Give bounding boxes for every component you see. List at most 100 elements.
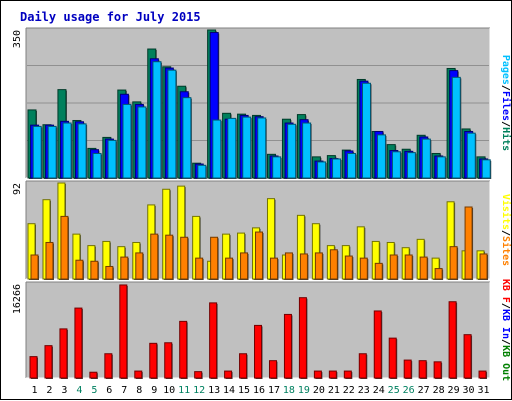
bar-sites-day-5-body: [90, 260, 99, 280]
bar-pages-day-12: [197, 164, 207, 179]
bar-pages-day-21: [332, 158, 342, 179]
bar-pages-day-23-body: [361, 82, 371, 179]
x-tick-label-day-31: 31: [477, 385, 489, 396]
bar-pages-day-11-body: [182, 97, 192, 179]
bar-sites-day-21-body: [329, 249, 338, 280]
bar-kb-day-28: [433, 361, 443, 379]
panel-kb-legend-entry-1: /: [500, 303, 511, 309]
bar-sites-day-10: [165, 234, 174, 280]
bar-sites-day-12: [195, 257, 204, 280]
bar-sites-day-3-body: [60, 215, 69, 280]
bar-pages-day-4-body: [77, 123, 87, 179]
bar-pages-day-29: [451, 76, 462, 179]
bar-kb-day-13: [209, 302, 218, 379]
bar-pages-day-6: [107, 139, 118, 179]
bar-kb-day-19: [298, 297, 308, 379]
bar-pages-day-4: [77, 123, 88, 179]
panel-visits-legend: Visits/Sites: [500, 194, 512, 266]
bar-kb-day-31-body: [478, 370, 487, 379]
bar-kb-day-30-body: [463, 334, 472, 379]
x-tick-label-day-12: 12: [193, 385, 205, 396]
x-tick-label-day-15: 15: [238, 385, 250, 396]
bar-pages-day-2-body: [47, 125, 57, 179]
x-tick-label-day-1: 1: [31, 385, 37, 396]
bar-kb-day-9-body: [149, 342, 158, 379]
bar-sites-day-2-body: [45, 241, 54, 280]
bar-pages-day-9: [152, 61, 162, 179]
bar-sites-day-3: [60, 215, 69, 280]
x-tick-label-day-4: 4: [76, 385, 82, 396]
bar-sites-day-27: [419, 256, 429, 280]
bar-kb-day-17-body: [268, 360, 277, 379]
x-tick-label-day-13: 13: [208, 385, 220, 396]
bar-sites-day-31: [479, 253, 489, 280]
bar-sites-day-20-body: [314, 252, 323, 280]
bar-pages-day-13-body: [212, 119, 222, 179]
bar-kb-day-8: [134, 370, 143, 379]
bar-sites-day-19-body: [299, 253, 308, 280]
bar-pages-day-12-body: [197, 164, 207, 179]
bar-pages-day-26: [406, 152, 417, 179]
chart-title: Daily usage for July 2015: [20, 10, 201, 24]
bar-pages-day-22-body: [347, 152, 357, 179]
bar-pages-day-26-body: [406, 152, 416, 179]
bar-kb-day-23: [358, 353, 368, 379]
x-tick-label-day-20: 20: [313, 385, 325, 396]
bar-pages-day-22: [347, 152, 357, 179]
bar-pages-day-10: [167, 69, 177, 179]
bar-pages-day-6-body: [107, 139, 117, 179]
bar-sites-day-14: [225, 257, 234, 280]
bar-pages-day-25: [391, 151, 402, 179]
x-tick-label-day-27: 27: [418, 385, 430, 396]
x-tick-label-day-6: 6: [106, 385, 112, 396]
panel-hits-legend: Pages/Files/Hits: [500, 55, 512, 151]
bar-kb-day-16: [254, 324, 263, 379]
bar-pages-day-19-body: [302, 122, 312, 179]
bar-sites-day-16-body: [255, 231, 264, 280]
bar-pages-day-19: [302, 122, 312, 179]
bar-sites-day-24: [374, 262, 384, 280]
bar-sites-day-9: [150, 233, 159, 280]
panel-hits-legend-entry-3: /: [500, 121, 511, 127]
bar-pages-day-15-body: [242, 116, 252, 179]
bar-kb-day-12: [194, 371, 203, 379]
bar-pages-day-5: [92, 152, 103, 179]
bar-sites-day-15-body: [240, 252, 249, 280]
bar-kb-day-10-body: [164, 342, 173, 379]
bar-pages-day-1: [32, 125, 43, 179]
bar-kb-day-6-body: [104, 353, 113, 379]
bar-pages-day-27-body: [421, 138, 431, 179]
bar-sites-day-22: [344, 255, 354, 280]
bar-sites-day-25-body: [389, 254, 398, 280]
bar-pages-day-8-body: [137, 106, 147, 179]
panel-visits-legend-entry-1: /: [500, 230, 511, 236]
bar-kb-day-12-body: [194, 371, 203, 379]
bar-pages-day-24: [376, 134, 387, 179]
x-tick-label-day-3: 3: [61, 385, 67, 396]
bar-sites-day-28: [434, 268, 444, 280]
bar-pages-day-13: [212, 119, 222, 179]
bar-sites-day-23: [359, 257, 369, 280]
panel-kb-legend-entry-4: KB Out: [500, 345, 511, 381]
x-tick-label-day-22: 22: [343, 385, 355, 396]
x-tick-label-day-21: 21: [328, 385, 340, 396]
panel-kb: 16266 KB F/KB In/KB Out: [12, 279, 511, 381]
bar-sites-day-10-body: [165, 234, 174, 280]
panel-hits-legend-entry-2: Files: [500, 91, 512, 121]
bar-sites-day-18: [284, 252, 294, 280]
bar-pages-day-28: [436, 156, 447, 179]
bar-pages-day-17-body: [272, 156, 282, 179]
bar-sites-day-24-body: [374, 262, 383, 280]
bar-pages-day-20: [317, 161, 327, 179]
panel-visits-legend-entry-2: Sites: [500, 236, 512, 266]
x-tick-label-day-19: 19: [298, 385, 310, 396]
bar-sites-day-7-body: [120, 256, 129, 280]
bar-kb-day-30: [463, 334, 473, 379]
bar-pages-day-7: [122, 103, 133, 179]
x-tick-label-day-24: 24: [373, 385, 385, 396]
panel-hits-legend-entry-0: Pages: [500, 55, 511, 85]
bar-sites-day-18-body: [284, 252, 293, 280]
bar-kb-day-24: [373, 310, 383, 379]
panel-visits-sites: 92 Visits/Sites: [12, 180, 512, 280]
